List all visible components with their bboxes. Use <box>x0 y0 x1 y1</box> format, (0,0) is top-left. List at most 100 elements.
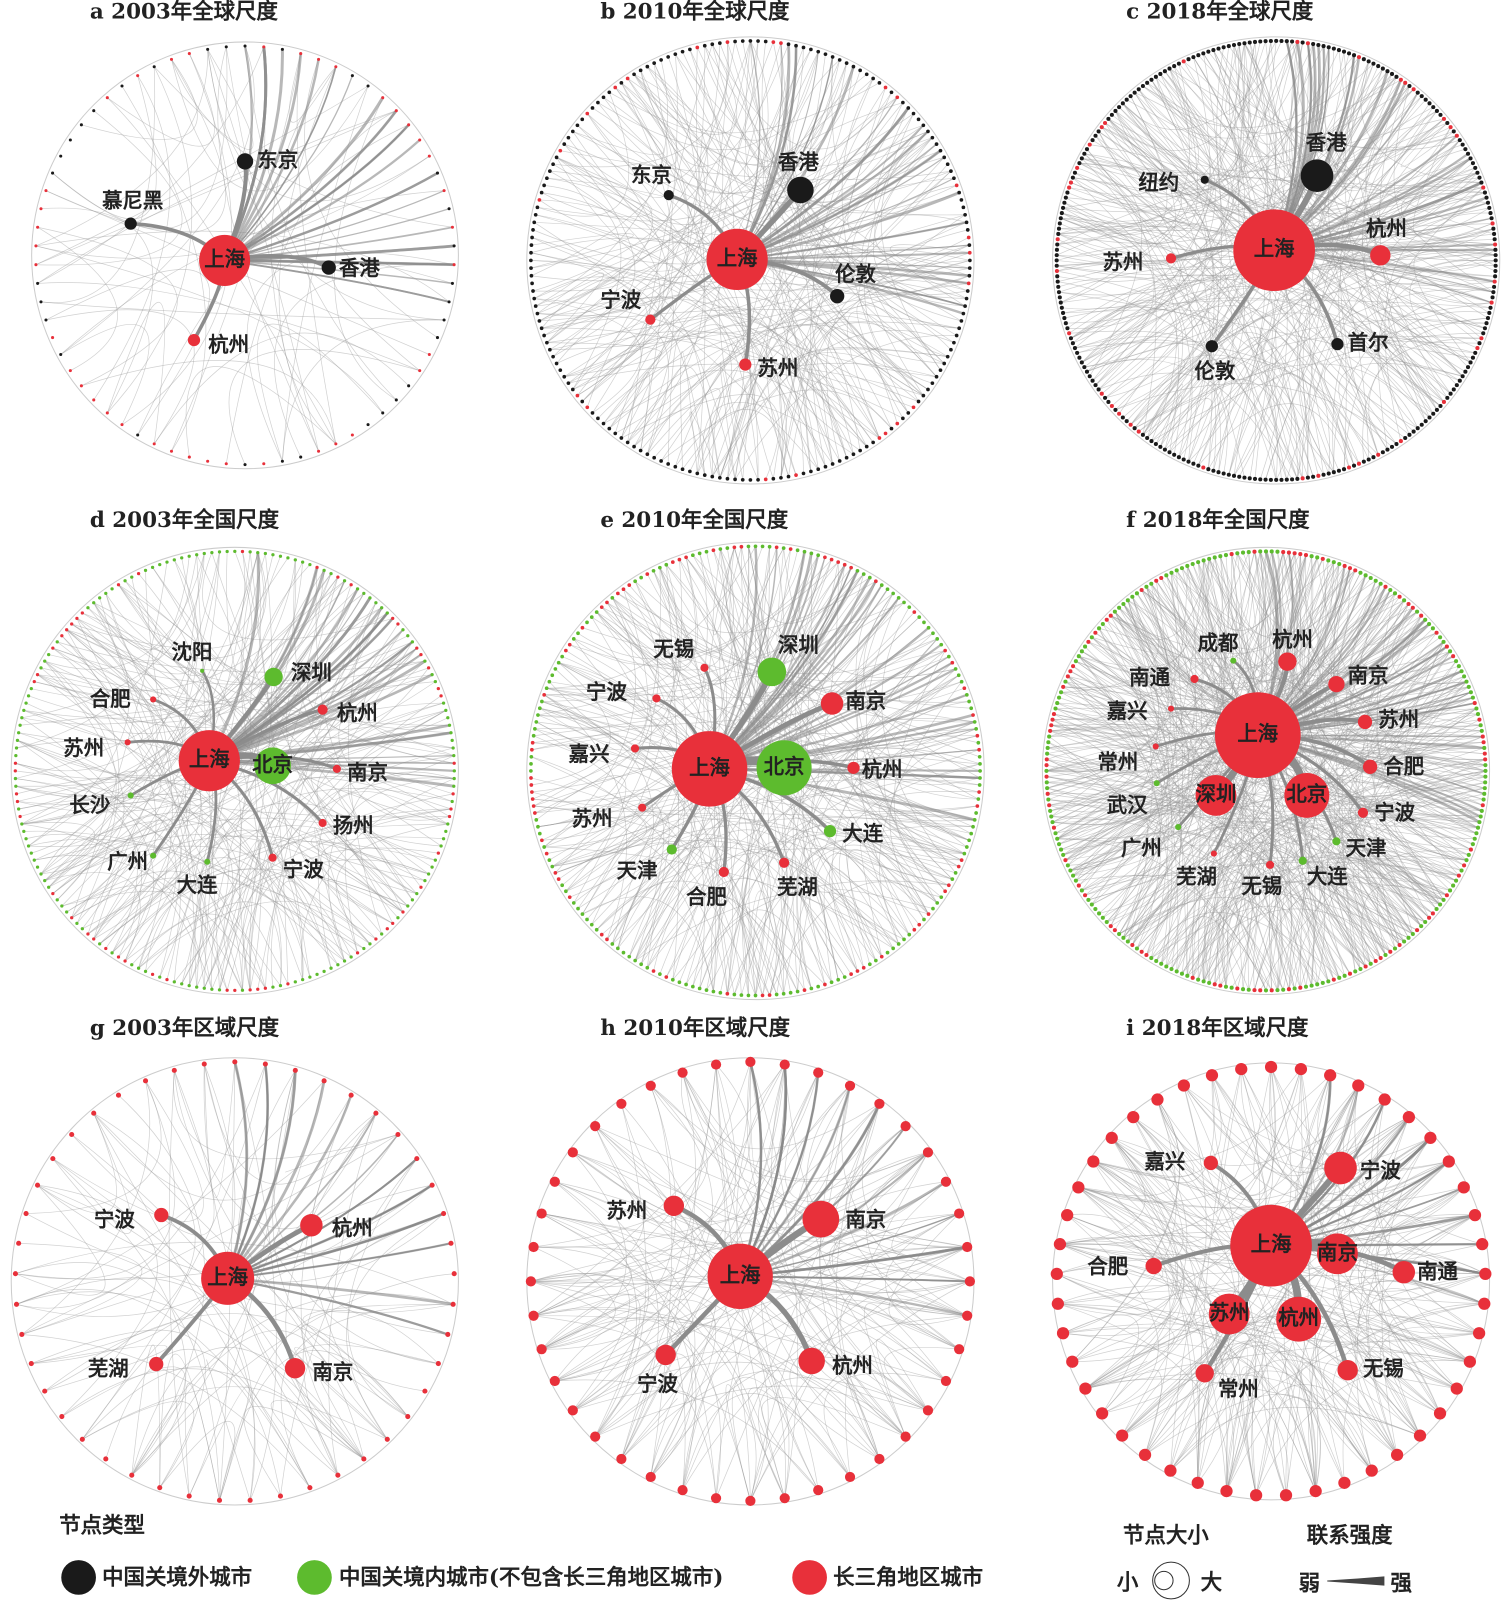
ring-node <box>401 910 405 914</box>
ring-node <box>452 776 456 781</box>
link <box>1296 819 1441 980</box>
city-label: 广州 <box>1121 836 1162 860</box>
link <box>1203 858 1462 982</box>
ring-node <box>1191 461 1196 466</box>
link <box>56 559 199 901</box>
ring-node <box>795 989 800 994</box>
ring-node <box>949 347 953 352</box>
ring-node <box>206 459 210 463</box>
link <box>1057 1303 1457 1389</box>
link <box>48 814 182 978</box>
ring-node <box>210 550 214 555</box>
link <box>1047 769 1201 949</box>
ring-node <box>879 583 884 587</box>
ring-node <box>1056 1327 1070 1340</box>
ring-node <box>1475 346 1480 351</box>
link <box>535 113 914 307</box>
ring-node <box>1072 1181 1085 1194</box>
link <box>1122 41 1298 130</box>
ring-node <box>823 555 827 560</box>
link <box>1316 557 1485 795</box>
ring-node <box>858 448 862 453</box>
ring-node <box>225 549 229 554</box>
ring-node <box>651 969 656 973</box>
link <box>1358 1214 1476 1363</box>
ring-node <box>407 384 411 388</box>
ring-node <box>926 625 931 630</box>
link <box>1056 1273 1457 1389</box>
ring-node <box>1484 321 1489 326</box>
ring-node <box>201 1061 207 1067</box>
ring-node <box>645 64 650 69</box>
ring-node <box>1172 64 1177 69</box>
link <box>1063 68 1243 213</box>
link <box>1098 41 1266 195</box>
link <box>1067 274 1350 468</box>
link <box>737 251 970 261</box>
ring-node <box>1482 190 1487 195</box>
ring-node <box>1403 435 1408 441</box>
link <box>531 82 668 277</box>
link <box>1127 867 1448 942</box>
link <box>1130 252 1496 425</box>
link <box>1118 554 1301 935</box>
ring-node <box>542 845 547 849</box>
link <box>537 567 661 828</box>
link <box>541 701 883 957</box>
ring-node <box>977 754 982 759</box>
link <box>1198 241 1496 466</box>
link <box>1178 289 1494 458</box>
link <box>1332 1272 1486 1363</box>
ring-node <box>599 605 604 610</box>
link <box>15 762 450 818</box>
link <box>1085 1325 1317 1492</box>
ring-node <box>423 879 427 883</box>
link <box>577 602 905 909</box>
link <box>530 157 688 272</box>
ring-node <box>13 776 18 781</box>
link <box>594 1125 970 1293</box>
city-label: 南通 <box>1129 666 1170 690</box>
link <box>1286 187 1484 480</box>
ring-node <box>1061 1208 1074 1222</box>
ring-node <box>1201 51 1206 56</box>
link <box>617 833 858 972</box>
city-label: 首尔 <box>1348 331 1389 355</box>
link <box>17 647 418 806</box>
link <box>560 150 951 181</box>
link <box>302 1303 454 1364</box>
ring-node <box>528 1241 539 1253</box>
ring-node <box>585 917 589 922</box>
link <box>682 170 952 470</box>
ring-node <box>956 864 961 869</box>
ring-node <box>666 462 671 466</box>
link <box>60 324 150 425</box>
link <box>1067 551 1261 722</box>
ring-node <box>619 81 624 85</box>
link <box>1327 691 1472 970</box>
link <box>145 570 228 991</box>
ring-node <box>1475 825 1481 830</box>
link <box>534 298 642 414</box>
ring-node <box>537 831 542 836</box>
link <box>21 822 96 881</box>
ring-node <box>1274 38 1279 43</box>
ring-node <box>1059 847 1064 852</box>
link <box>1110 615 1181 956</box>
outer-ring <box>1052 36 1501 485</box>
ring-node <box>1361 459 1366 464</box>
link <box>534 222 819 470</box>
link <box>1070 276 1219 394</box>
link <box>539 78 874 322</box>
ring-node <box>447 723 452 727</box>
city-label: 天津 <box>617 858 658 882</box>
ring-node <box>530 281 534 286</box>
ring-node <box>1376 64 1381 69</box>
link <box>696 40 751 196</box>
link <box>1081 49 1340 363</box>
ring-node <box>1104 617 1109 622</box>
ring-node <box>1479 180 1484 185</box>
panel-title: g 2003年区域尺度 <box>90 1015 280 1041</box>
ring-node <box>823 982 827 987</box>
link <box>1290 41 1445 403</box>
